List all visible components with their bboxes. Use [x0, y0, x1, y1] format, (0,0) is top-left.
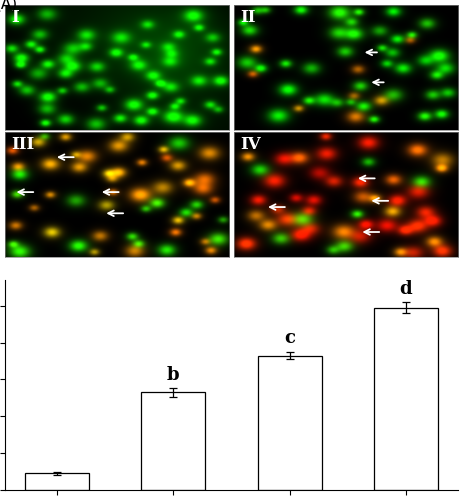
Text: (A): (A): [0, 0, 18, 12]
Text: b: b: [167, 366, 180, 384]
Bar: [25, 474, 89, 490]
Text: II: II: [240, 8, 256, 25]
Text: I: I: [12, 8, 19, 25]
Text: IV: IV: [240, 136, 261, 153]
Text: III: III: [12, 136, 35, 153]
Text: d: d: [400, 280, 412, 297]
Bar: [142, 392, 206, 490]
Bar: [374, 308, 438, 490]
Text: c: c: [284, 330, 295, 347]
Bar: [257, 356, 321, 490]
